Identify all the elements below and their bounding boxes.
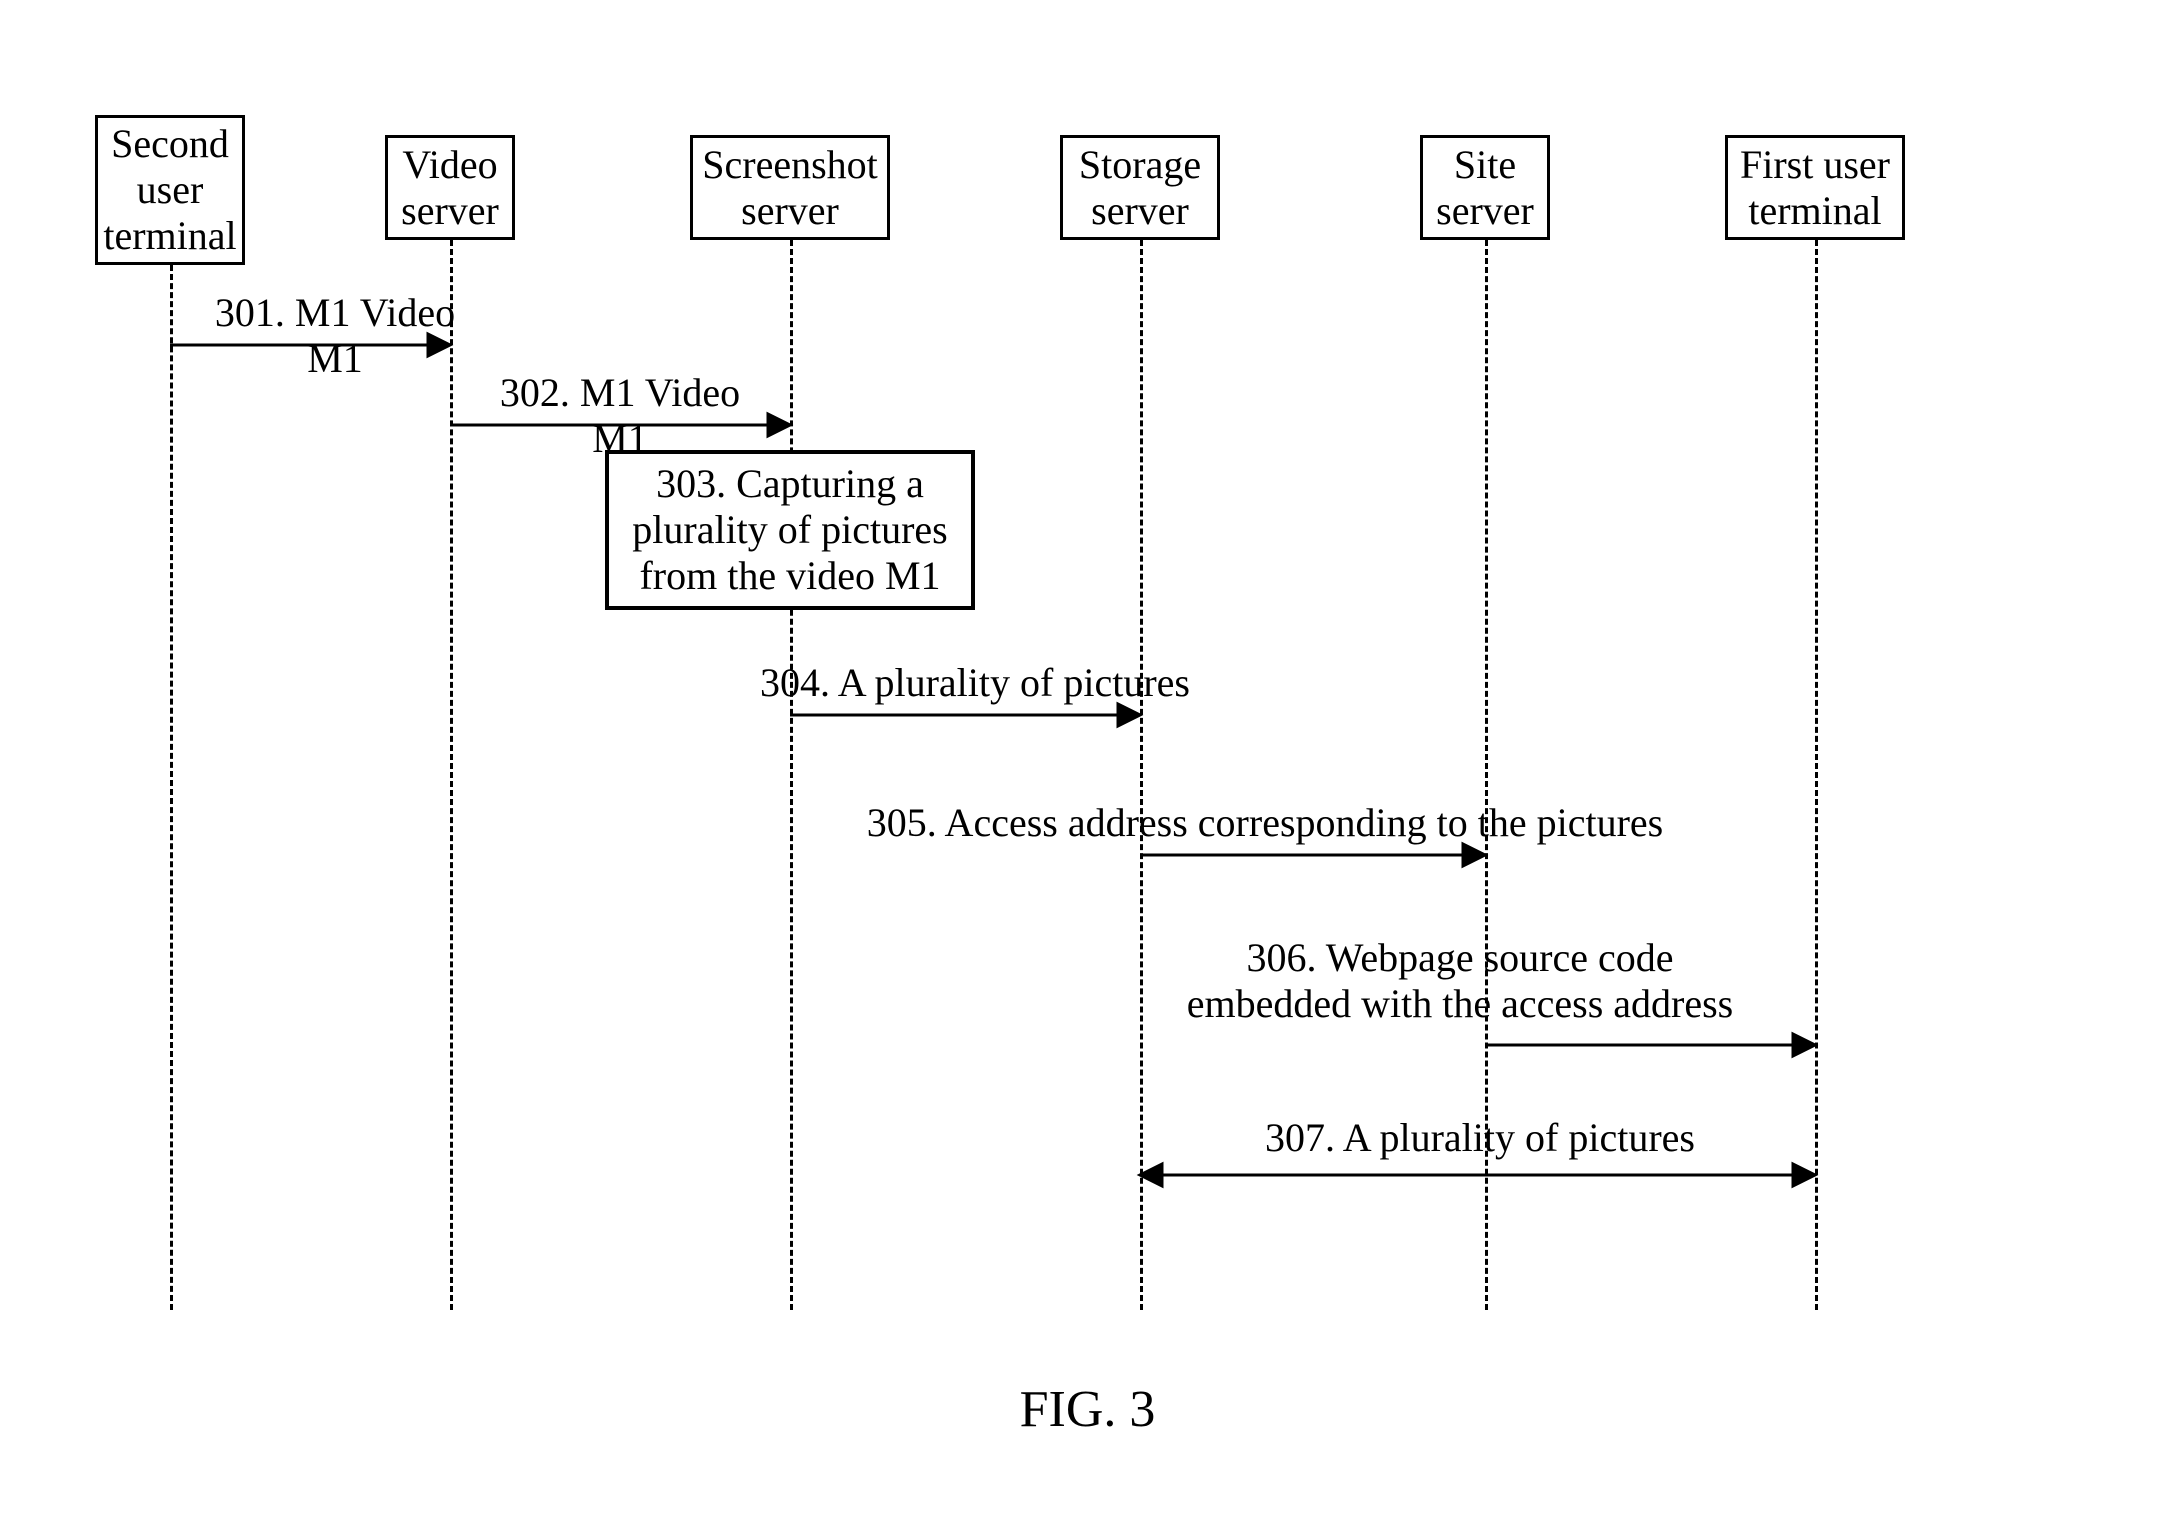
participant-label: Video server [401,142,499,234]
participant-first-user-terminal: First user terminal [1725,135,1905,240]
participant-storage-server: Storage server [1060,135,1220,240]
lifeline-second-user-terminal [170,265,173,1310]
lifeline-storage-server [1140,240,1143,1310]
participant-label: First user terminal [1740,142,1890,234]
note-303: 303. Capturing a plurality of pictures f… [605,450,975,610]
participant-label: Second user terminal [103,121,236,259]
sequence-diagram-canvas: Second user terminal Video server Screen… [0,0,2175,1513]
participant-screenshot-server: Screenshot server [690,135,890,240]
participant-label: Storage server [1079,142,1201,234]
note-label: 303. Capturing a plurality of pictures f… [632,461,947,599]
participant-video-server: Video server [385,135,515,240]
figure-caption: FIG. 3 [0,1380,2175,1439]
message-302-label: 302. M1 Video M1 [470,370,770,462]
participant-label: Site server [1436,142,1534,234]
lifeline-video-server [450,240,453,1310]
message-301-label: 301. M1 Video M1 [185,290,485,382]
participant-label: Screenshot server [702,142,878,234]
message-305-label: 305. Access address corresponding to the… [830,800,1700,846]
participant-second-user-terminal: Second user terminal [95,115,245,265]
message-307-label: 307. A plurality of pictures [1240,1115,1720,1161]
participant-site-server: Site server [1420,135,1550,240]
lifeline-screenshot-server [790,240,793,1310]
message-304-label: 304. A plurality of pictures [740,660,1210,706]
message-306-label: 306. Webpage source code embedded with t… [1150,935,1770,1027]
lifeline-first-user-terminal [1815,240,1818,1310]
